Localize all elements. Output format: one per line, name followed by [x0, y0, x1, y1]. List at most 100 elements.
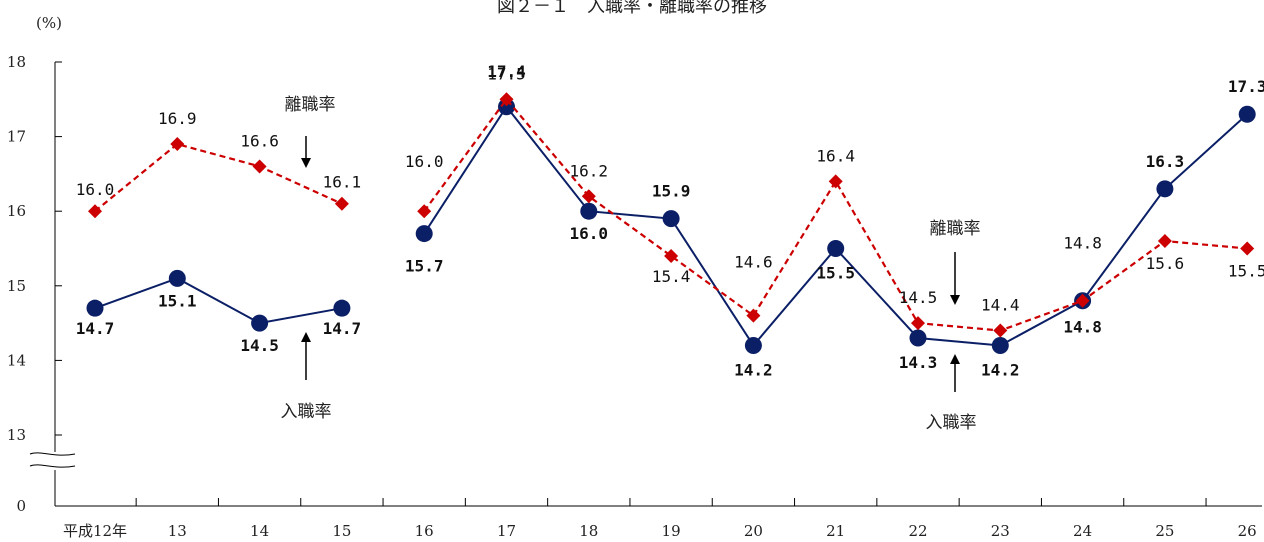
series-line	[94, 277, 343, 325]
data-point-circle	[168, 269, 186, 287]
data-point-circle	[662, 210, 680, 228]
data-labels: 14.7 15.1 14.5 14.7 15.7 17.4 16.0 15.9 14.2 15.5…	[76, 62, 1264, 380]
data-label-separation: 14.4	[981, 296, 1020, 315]
y-axis-unit: (%)	[36, 14, 62, 32]
y-tick-label: 18	[7, 53, 26, 71]
data-point-diamond	[911, 316, 925, 331]
data-point-diamond	[1157, 234, 1172, 249]
data-point-circle	[827, 240, 845, 257]
data-label-separation: 16.9	[158, 109, 197, 128]
data-point-diamond	[746, 308, 761, 323]
annotation-right-separation: 離職率	[930, 219, 981, 239]
data-point-diamond	[170, 137, 185, 152]
data-label-separation: 14.8	[1063, 234, 1102, 253]
x-tick-label: 15	[332, 522, 351, 540]
data-label-entry: 15.7	[405, 257, 444, 276]
data-label-separation: 16.4	[816, 146, 855, 165]
data-label-separation: 14.5	[899, 288, 938, 307]
data-point-diamond	[828, 174, 843, 189]
series-line	[423, 105, 1248, 348]
data-label-entry: 14.2	[981, 360, 1020, 379]
x-tick-label: 20	[744, 522, 763, 540]
data-label-separation: 17.5	[487, 64, 526, 83]
data-label-separation: 16.0	[405, 152, 444, 171]
data-label-entry: 17.3	[1228, 77, 1264, 96]
data-label-entry: 15.9	[652, 182, 691, 201]
y-tick-label: 13	[7, 426, 26, 444]
x-tick-label: 19	[662, 522, 681, 540]
y-tick-label: 0	[16, 497, 26, 515]
data-point-circle	[251, 314, 269, 332]
data-point-diamond	[993, 323, 1008, 338]
series-line	[94, 142, 343, 213]
data-label-separation: 16.1	[323, 173, 362, 192]
chart-title: 図２－１ 入職率・離職率の推移	[497, 0, 767, 17]
x-tick-label: 24	[1073, 522, 1092, 540]
data-point-diamond	[252, 159, 267, 174]
data-label-entry: 16.0	[570, 224, 609, 243]
y-tick-label: 15	[7, 277, 26, 295]
data-label-separation: 14.6	[734, 253, 773, 272]
data-label-separation: 15.6	[1146, 254, 1185, 273]
data-point-diamond	[499, 92, 514, 107]
data-point-diamond	[581, 189, 596, 204]
data-label-entry: 14.5	[240, 336, 279, 355]
x-tick-label: 平成12年	[63, 522, 127, 540]
x-tick-label: 17	[497, 522, 516, 540]
x-tick-label: 25	[1155, 522, 1174, 540]
data-label-separation: 15.5	[1228, 262, 1264, 281]
data-point-circle	[991, 336, 1009, 354]
data-point-circle	[744, 336, 762, 354]
x-tick-label: 22	[908, 522, 927, 540]
annotations: 離職率 入職率 離職率 入職率	[281, 95, 981, 433]
data-label-separation: 16.2	[570, 161, 609, 180]
axis-break-mark	[29, 452, 76, 470]
data-point-diamond	[334, 196, 349, 211]
y-tick-label: 16	[7, 202, 26, 220]
annotation-left-separation: 離職率	[285, 95, 336, 115]
annotation-left-entry: 入職率	[281, 402, 332, 422]
x-tick-label: 14	[250, 522, 269, 540]
data-point-circle	[86, 299, 104, 317]
axes	[29, 62, 1262, 507]
x-tick-label: 13	[168, 522, 187, 540]
series-line	[423, 97, 1248, 332]
annotation-right-entry: 入職率	[926, 413, 977, 433]
data-label-entry: 14.8	[1063, 318, 1102, 337]
x-tick-label: 21	[826, 522, 845, 540]
data-point-diamond	[88, 204, 102, 219]
data-label-separation: 16.0	[76, 180, 115, 199]
data-point-circle	[498, 98, 515, 116]
data-label-entry: 14.7	[323, 319, 362, 338]
arrow-head-up-icon	[950, 354, 960, 364]
arrow-head-down-icon	[301, 158, 311, 168]
x-tick-label: 26	[1238, 522, 1257, 540]
x-tick-label: 16	[415, 522, 434, 540]
data-label-entry: 14.7	[76, 319, 115, 338]
x-ticks: 平成12年 13 14 15 16 17 18 19 20 21 22 23 24 25 26	[63, 498, 1257, 540]
data-point-circle	[1156, 180, 1174, 198]
data-label-entry: 14.2	[734, 360, 773, 379]
data-point-diamond	[1240, 241, 1255, 256]
data-label-entry: 14.3	[899, 353, 938, 372]
y-ticks: 18 17 16 15 14 13 0	[7, 53, 62, 515]
arrow-head-up-icon	[301, 332, 311, 342]
y-tick-label: 14	[7, 351, 26, 369]
data-point-circle	[909, 329, 927, 347]
data-point-circle	[415, 225, 433, 243]
series-separation-rate	[88, 92, 1255, 338]
data-label-entry: 15.5	[816, 264, 855, 283]
arrow-head-down-icon	[950, 295, 960, 305]
data-point-circle	[1238, 105, 1256, 123]
data-point-diamond	[1075, 293, 1090, 308]
data-label-separation: 16.6	[240, 131, 279, 150]
data-point-circle	[580, 202, 598, 220]
x-tick-label: 18	[579, 522, 598, 540]
data-label-entry: 15.1	[158, 291, 197, 310]
y-tick-label: 17	[7, 128, 26, 146]
x-tick-label: 23	[991, 522, 1010, 540]
data-point-circle	[333, 299, 351, 317]
data-point-diamond	[664, 248, 679, 263]
data-label-entry: 16.3	[1146, 152, 1185, 171]
